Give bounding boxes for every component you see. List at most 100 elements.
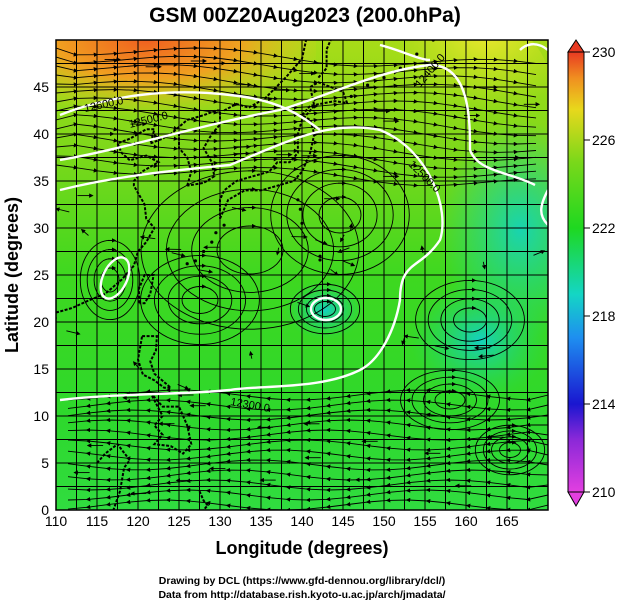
streamline-arrow <box>337 247 350 253</box>
contour-12300-north <box>379 43 431 62</box>
streamline-arrow <box>80 228 89 236</box>
x-tick-label: 140 <box>290 513 314 529</box>
streamline-gyre <box>318 196 362 234</box>
streamline-gyre <box>140 255 260 345</box>
x-tick-label: 160 <box>454 513 478 529</box>
y-tick-label: 5 <box>41 455 49 471</box>
coastline-taiwan <box>137 274 155 305</box>
streamline-gyre <box>289 283 361 335</box>
streamline-gyre <box>423 383 477 417</box>
coastline-philippines-south <box>149 391 193 455</box>
y-tick-label: 25 <box>33 267 49 283</box>
island-marker <box>210 240 214 244</box>
x-tick-label: 150 <box>372 513 396 529</box>
streamline-gyre <box>216 225 284 275</box>
streamline-gyre <box>86 249 134 311</box>
contour-12600 <box>59 91 321 131</box>
streamline <box>67 497 548 510</box>
streamline-arrow <box>139 235 156 240</box>
streamline-gyre <box>474 424 546 476</box>
streamline-gyre <box>286 168 394 262</box>
island-marker <box>366 83 370 87</box>
colorbar: 210 214 218 222 226 230 <box>567 39 616 508</box>
cool-region-center <box>285 280 365 340</box>
streamline-gyre <box>415 279 525 361</box>
plot-frame <box>55 39 549 511</box>
streamline-arrow <box>171 252 186 258</box>
streamline-arrow <box>403 334 419 339</box>
coastline-philippines-luzon <box>136 335 174 389</box>
streamline-gyre <box>482 430 538 470</box>
y-axis-label: Latitude (degrees) <box>2 197 22 353</box>
streamline-gyre <box>140 170 360 330</box>
x-tick-label: 110 <box>45 513 68 529</box>
streamline-arrow <box>297 301 311 308</box>
height-contours <box>59 43 548 402</box>
streamline-arrow <box>315 239 328 245</box>
streamline-gyre <box>306 295 345 323</box>
streamline-arrow <box>66 330 81 336</box>
streamline-gyre <box>270 155 410 275</box>
x-tick-label: 145 <box>331 513 355 529</box>
colorbar-ticks: 210 214 218 222 226 230 <box>584 44 616 500</box>
streamline-gyre <box>181 286 219 314</box>
island-marker <box>222 223 226 227</box>
y-axis-ticks: 0 5 10 15 20 25 30 35 40 45 <box>33 79 49 518</box>
streamline-arrow <box>401 337 406 346</box>
streamline-arrow <box>248 350 254 359</box>
island-marker <box>300 221 304 225</box>
contour-cyclone-center <box>309 296 343 322</box>
credit-line-2: Data from http://database.rish.kyoto-u.a… <box>158 589 445 601</box>
streamline-arrow <box>330 268 339 276</box>
streamline-gyre <box>153 265 247 335</box>
contour-12300-east <box>519 43 548 51</box>
y-tick-label: 45 <box>33 79 49 95</box>
y-tick-label: 35 <box>33 173 49 189</box>
streamline-gyre <box>453 307 487 333</box>
island-marker <box>349 94 353 98</box>
y-tick-label: 20 <box>33 314 49 330</box>
island-marker <box>296 198 300 202</box>
colorbar-tick-label: 222 <box>592 220 616 236</box>
colorbar-tick-label: 210 <box>592 484 616 500</box>
streamline-gyre <box>427 289 513 351</box>
streamline-arrow <box>56 207 70 213</box>
streamline-arrow <box>132 361 140 369</box>
x-tick-label: 155 <box>413 513 437 529</box>
streamline-arrow <box>231 207 247 212</box>
x-tick-label: 165 <box>495 513 519 529</box>
coastline-korea <box>168 109 221 187</box>
credit-line-1: Drawing by DCL (https://www.gfd-dennou.o… <box>159 575 445 587</box>
streamline-gyre <box>434 390 466 410</box>
streamline-gyre <box>297 289 353 329</box>
streamline-gyre <box>165 188 335 312</box>
streamline-arrow <box>343 260 356 267</box>
coastline-russia <box>223 40 308 112</box>
streamline-arrow <box>275 247 281 256</box>
chart-title: GSM 00Z20Aug2023 (200.0hPa) <box>149 4 461 27</box>
colorbar-tick-label: 218 <box>592 308 616 324</box>
island-marker <box>202 249 206 254</box>
streamline-arrow <box>340 234 345 243</box>
streamline-gyre <box>491 436 530 464</box>
coastlines <box>56 40 435 510</box>
island-marker <box>415 52 419 56</box>
x-axis-ticks: 110 115 120 125 130 135 140 145 150 155 160 165 <box>45 513 519 529</box>
streamline-gyre <box>499 442 521 458</box>
streamline-gyre <box>440 298 500 342</box>
streamline-arrow <box>481 261 487 270</box>
plot-area: 12600.0 12500.0 12400.0 12500.0 12300.0 <box>56 40 548 510</box>
colorbar-tick-label: 226 <box>592 132 616 148</box>
colorbar-gradient <box>567 51 585 493</box>
coastline-vietnam <box>56 317 57 416</box>
y-tick-label: 40 <box>33 126 49 142</box>
streamline-gyre <box>314 301 336 317</box>
streamline-arrow <box>348 222 354 231</box>
streamline-gyre <box>400 369 500 431</box>
coastline-japan <box>219 81 349 219</box>
island-marker <box>318 258 322 262</box>
x-tick-label: 115 <box>86 513 109 529</box>
island-marker <box>298 207 302 211</box>
colorbar-top-arrow <box>567 39 585 53</box>
